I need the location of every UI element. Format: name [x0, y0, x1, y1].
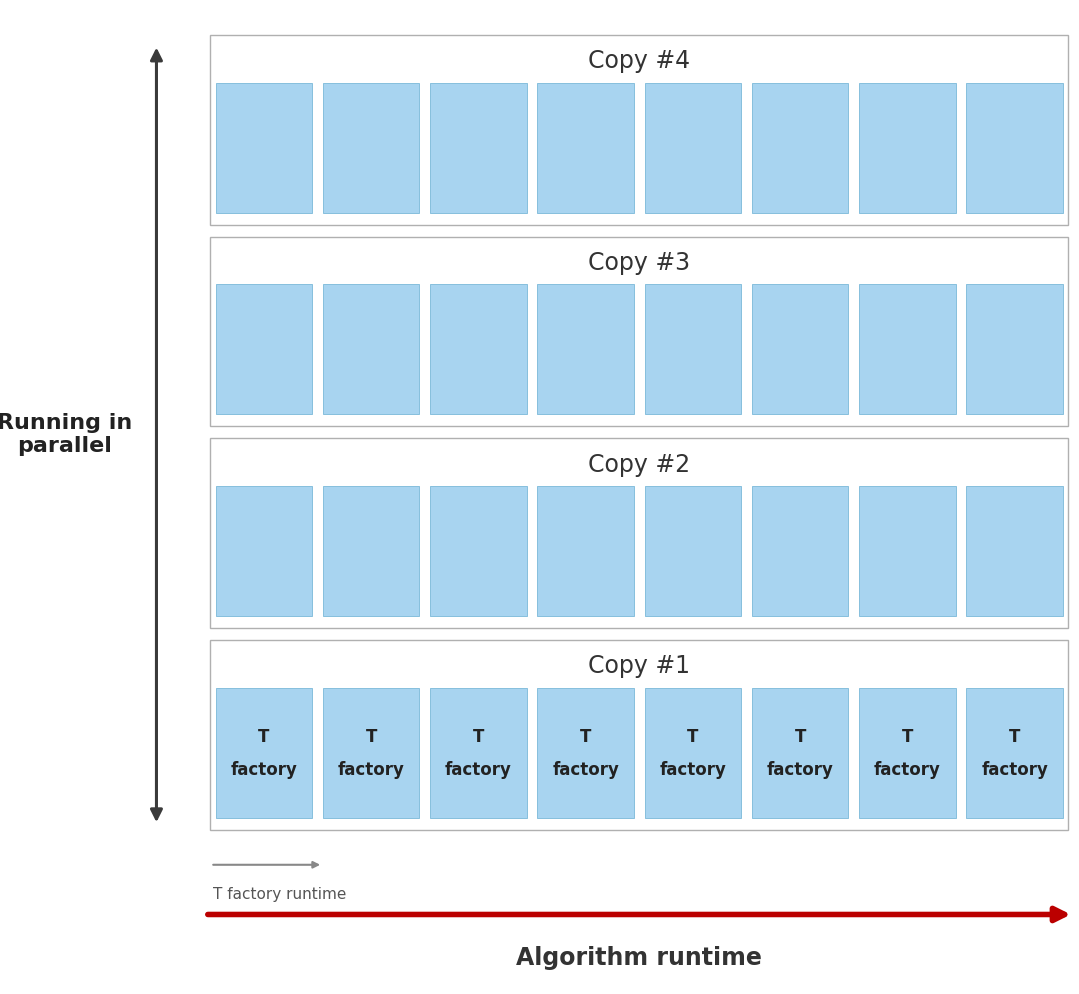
Bar — [216, 486, 312, 616]
Bar — [210, 35, 1068, 225]
Bar — [752, 688, 848, 818]
Text: T: T — [258, 729, 270, 746]
Bar — [645, 486, 741, 616]
Bar — [752, 83, 848, 213]
Bar — [537, 83, 634, 213]
Bar — [323, 688, 420, 818]
Bar — [752, 284, 848, 414]
Bar — [537, 486, 634, 616]
Bar — [537, 284, 634, 414]
Bar — [323, 284, 420, 414]
Text: T: T — [902, 729, 913, 746]
Bar — [323, 486, 420, 616]
Text: factory: factory — [874, 760, 941, 779]
Text: T: T — [1009, 729, 1021, 746]
Bar — [216, 284, 312, 414]
Bar — [210, 237, 1068, 426]
Text: T: T — [794, 729, 806, 746]
Text: factory: factory — [231, 760, 298, 779]
Text: Algorithm runtime: Algorithm runtime — [517, 946, 762, 970]
Bar — [752, 486, 848, 616]
Text: factory: factory — [445, 760, 511, 779]
Bar — [859, 486, 956, 616]
Text: T: T — [473, 729, 484, 746]
Text: T factory runtime: T factory runtime — [213, 887, 346, 902]
Text: factory: factory — [338, 760, 405, 779]
Text: Copy #2: Copy #2 — [588, 452, 691, 476]
Text: Copy #3: Copy #3 — [588, 250, 691, 274]
Bar — [967, 688, 1063, 818]
Text: T: T — [687, 729, 698, 746]
Text: factory: factory — [552, 760, 619, 779]
Bar — [216, 688, 312, 818]
Bar — [431, 486, 527, 616]
Bar — [323, 83, 420, 213]
Text: factory: factory — [767, 760, 834, 779]
Bar — [216, 83, 312, 213]
Bar — [859, 284, 956, 414]
Bar — [645, 284, 741, 414]
Text: T: T — [366, 729, 377, 746]
Bar — [537, 688, 634, 818]
Bar — [859, 688, 956, 818]
Text: factory: factory — [659, 760, 726, 779]
Text: Copy #1: Copy #1 — [588, 654, 691, 678]
Text: factory: factory — [981, 760, 1048, 779]
Bar — [210, 438, 1068, 628]
Bar — [967, 83, 1063, 213]
Bar — [431, 284, 527, 414]
Text: T: T — [581, 729, 591, 746]
Bar — [431, 688, 527, 818]
Bar — [645, 688, 741, 818]
Bar — [967, 284, 1063, 414]
Text: Running in
parallel: Running in parallel — [0, 414, 133, 456]
Text: Copy #4: Copy #4 — [588, 49, 691, 73]
Bar — [645, 83, 741, 213]
Bar — [210, 640, 1068, 830]
Bar — [431, 83, 527, 213]
Bar — [967, 486, 1063, 616]
Bar — [859, 83, 956, 213]
